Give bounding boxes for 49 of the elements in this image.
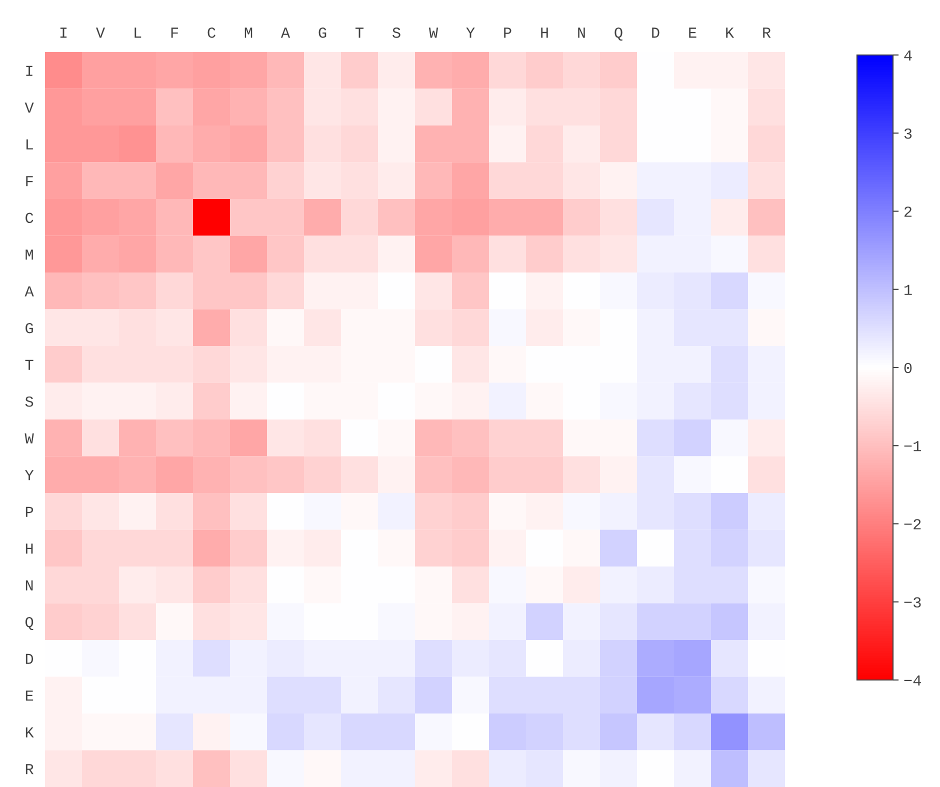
y-tick-label: G: [26, 322, 33, 334]
y-tick-label: K: [26, 727, 34, 738]
x-tick-label: R: [763, 28, 771, 38]
y-tick-label: D: [26, 654, 34, 664]
y-tick-label: N: [26, 580, 33, 590]
x-tick-label: T: [355, 28, 364, 38]
x-tick-label: S: [392, 28, 400, 38]
x-tick-label: K: [726, 28, 734, 38]
y-tick-label: Q: [25, 616, 34, 630]
x-tick-label: F: [171, 28, 178, 38]
y-tick-label: E: [26, 690, 34, 701]
x-tick-label: P: [504, 28, 512, 38]
x-tick-label: Q: [614, 28, 622, 41]
x-tick-label: G: [318, 28, 326, 38]
color-bar-label: 3: [904, 128, 912, 139]
x-tick-label: D: [652, 28, 660, 38]
color-bar-label: 0: [904, 362, 912, 374]
y-tick-label: M: [26, 250, 33, 260]
x-tick-label: N: [578, 28, 585, 38]
y-tick-label: I: [26, 66, 32, 76]
y-tick-label: H: [26, 544, 33, 554]
y-tick-label: W: [24, 433, 34, 444]
x-tick-label: E: [689, 28, 696, 38]
color-bar-label: −4: [904, 675, 921, 686]
x-tick-label: H: [541, 28, 548, 38]
color-bar-label: 2: [904, 206, 912, 217]
y-tick-label: P: [26, 506, 34, 517]
y-tick-label: S: [25, 396, 34, 407]
x-tick-label: V: [96, 28, 105, 38]
x-tick-label: W: [428, 28, 438, 38]
y-tick-label: T: [25, 360, 34, 370]
color-bar-label: −3: [904, 597, 921, 608]
x-tick-label: Y: [466, 28, 475, 38]
color-bar-label: 4: [904, 50, 912, 61]
y-tick-label: R: [26, 764, 34, 774]
x-tick-label: C: [208, 28, 216, 38]
x-tick-label: I: [60, 28, 67, 38]
y-tick-label: F: [26, 176, 33, 186]
x-tick-label: M: [244, 28, 252, 38]
color-bar-label: −1: [904, 441, 922, 452]
x-tick-label: L: [134, 28, 142, 38]
y-tick-label: Y: [24, 470, 34, 480]
y-tick-label: C: [26, 212, 34, 224]
y-tick-label: V: [24, 102, 34, 113]
color-bar-label: 1: [904, 284, 912, 295]
x-tick-label: A: [280, 28, 290, 38]
y-tick-label: A: [24, 286, 34, 296]
color-bar-label: −2: [904, 519, 921, 530]
y-tick-label: L: [26, 139, 33, 150]
